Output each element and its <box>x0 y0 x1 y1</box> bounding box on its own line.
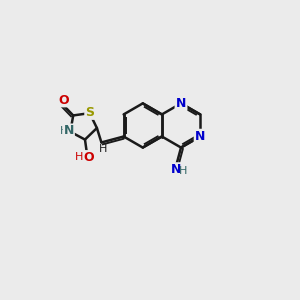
Text: N: N <box>176 97 186 110</box>
Text: H: H <box>59 126 68 136</box>
Text: S: S <box>85 106 94 119</box>
Text: H: H <box>178 166 187 176</box>
Text: O: O <box>58 94 69 107</box>
Text: N: N <box>195 130 205 143</box>
Text: O: O <box>83 151 94 164</box>
Text: H: H <box>75 152 84 162</box>
Text: N: N <box>64 124 74 137</box>
Text: N: N <box>171 163 181 176</box>
Text: H: H <box>98 144 107 154</box>
